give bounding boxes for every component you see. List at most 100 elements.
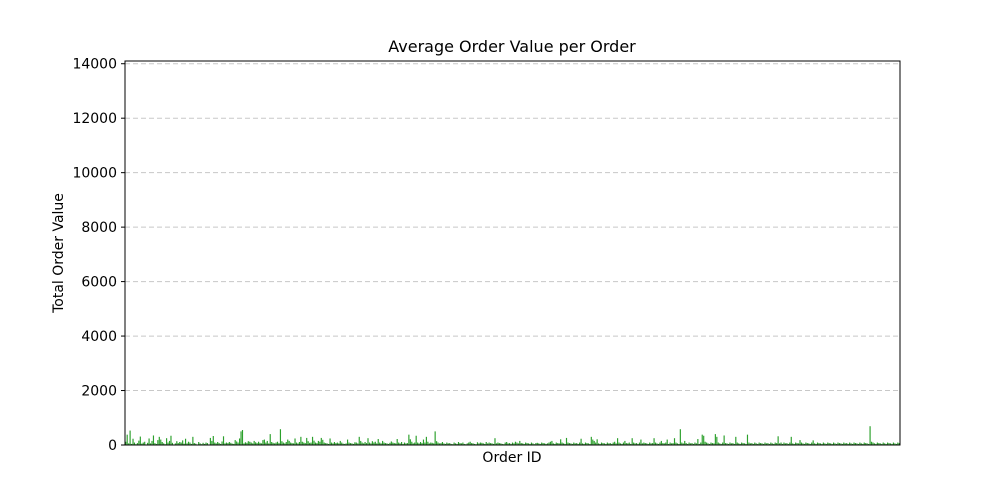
bar — [771, 443, 773, 445]
bar — [675, 442, 677, 445]
bar — [598, 443, 600, 445]
bar — [850, 443, 852, 445]
bar — [574, 443, 576, 445]
bar — [818, 443, 820, 445]
bar — [374, 441, 376, 445]
bar — [412, 443, 414, 445]
y-tick-label: 2000 — [81, 384, 117, 400]
bar — [897, 442, 899, 445]
y-tick-label: 14000 — [72, 57, 117, 73]
bar — [125, 441, 127, 445]
bar — [193, 443, 195, 445]
bar — [790, 436, 792, 445]
bar — [231, 443, 233, 445]
bar — [262, 440, 264, 445]
bar — [590, 436, 592, 445]
bar — [711, 443, 714, 445]
bar — [765, 443, 768, 445]
bar — [390, 441, 392, 445]
bar — [593, 440, 595, 445]
bar — [841, 443, 843, 445]
bar — [565, 437, 568, 445]
bar — [781, 443, 784, 445]
bar — [322, 439, 324, 445]
bar — [323, 442, 325, 445]
bar — [704, 441, 706, 445]
bar — [878, 443, 880, 445]
bar — [741, 442, 743, 445]
bar — [619, 443, 622, 445]
bar — [570, 443, 572, 445]
bar — [438, 443, 441, 445]
y-tick-label: 12000 — [72, 111, 117, 127]
bar — [241, 430, 244, 445]
bar — [703, 435, 705, 445]
bar — [843, 442, 845, 445]
bar — [536, 442, 538, 445]
bar — [786, 443, 788, 445]
y-axis-ticks: 0 2000 4000 6000 8000 10000 12000 14000 — [72, 57, 125, 454]
bar — [247, 441, 249, 445]
bar — [430, 442, 432, 445]
bar — [392, 442, 394, 445]
bar — [177, 443, 179, 445]
bar — [587, 443, 589, 445]
bar — [707, 443, 709, 445]
bar — [482, 443, 484, 445]
bar — [352, 443, 354, 445]
bar — [854, 443, 857, 445]
bar — [745, 443, 747, 445]
bar — [713, 443, 715, 445]
bar — [328, 443, 330, 445]
bar — [730, 443, 733, 445]
bar — [627, 443, 629, 445]
bar — [700, 442, 702, 445]
bar — [865, 443, 867, 445]
bar — [725, 443, 727, 445]
bar — [365, 443, 368, 445]
bar — [422, 439, 425, 445]
bar — [428, 443, 430, 445]
bar — [815, 443, 817, 445]
bar — [233, 443, 235, 445]
bar — [622, 442, 625, 445]
bar — [577, 443, 579, 445]
bar — [727, 443, 730, 445]
bar — [634, 443, 636, 445]
bar — [885, 443, 887, 445]
bar — [831, 443, 833, 445]
bar — [722, 442, 724, 445]
bar — [640, 439, 642, 445]
bar — [892, 442, 895, 445]
bar — [227, 443, 229, 445]
bar — [163, 443, 165, 445]
bar — [749, 443, 751, 445]
bar — [395, 443, 397, 445]
bar — [325, 443, 327, 445]
bar — [383, 442, 385, 445]
bar — [330, 442, 333, 445]
bar — [701, 434, 703, 445]
bar — [220, 443, 222, 445]
bar — [592, 439, 594, 445]
bar — [758, 442, 760, 445]
bar — [171, 442, 174, 445]
bar — [608, 443, 610, 445]
bar — [606, 442, 608, 445]
bar — [373, 442, 375, 445]
bar — [126, 434, 128, 445]
y-tick-label: 4000 — [81, 329, 117, 345]
bar — [862, 443, 864, 445]
bar — [142, 442, 144, 445]
bar — [274, 443, 276, 445]
bar — [748, 442, 750, 445]
bar — [814, 443, 816, 445]
bar — [736, 442, 738, 445]
bar — [471, 443, 473, 445]
bar — [684, 440, 686, 445]
bar — [141, 443, 143, 445]
bar — [573, 442, 575, 445]
bar — [838, 443, 841, 445]
bar — [595, 442, 597, 445]
